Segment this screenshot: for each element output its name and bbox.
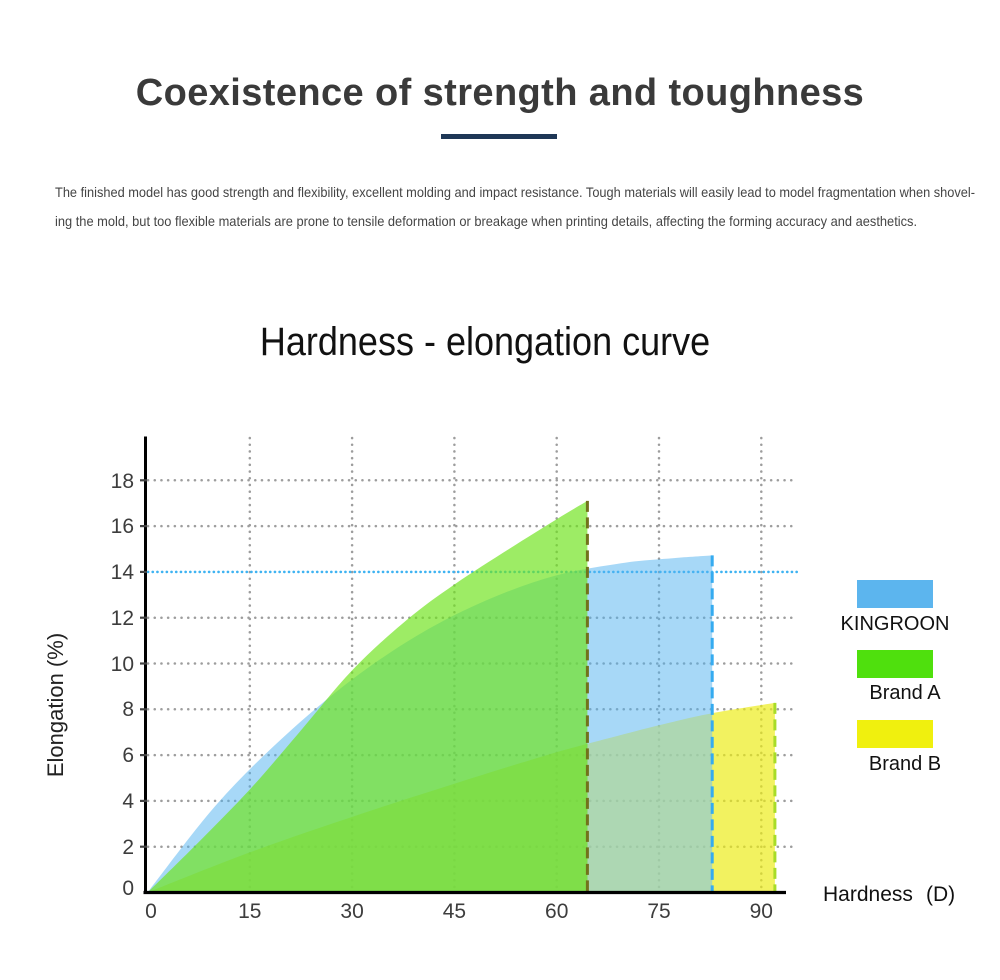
svg-text:14: 14: [111, 561, 135, 584]
svg-text:6: 6: [122, 744, 134, 767]
svg-text:4: 4: [122, 790, 134, 813]
svg-text:30: 30: [340, 900, 363, 923]
svg-text:Brand B: Brand B: [869, 753, 941, 775]
svg-text:Hardness: Hardness: [823, 883, 913, 906]
svg-text:KINGROON: KINGROON: [841, 613, 950, 635]
svg-text:Elongation (%): Elongation (%): [43, 633, 68, 777]
svg-text:2: 2: [122, 836, 134, 859]
svg-text:45: 45: [443, 900, 466, 923]
svg-text:15: 15: [238, 900, 261, 923]
svg-text:0: 0: [145, 900, 157, 923]
svg-text:60: 60: [545, 900, 568, 923]
svg-text:16: 16: [111, 515, 134, 538]
svg-text:10: 10: [111, 653, 134, 676]
svg-text:Brand A: Brand A: [869, 682, 941, 704]
svg-text:75: 75: [647, 900, 670, 923]
svg-text:90: 90: [750, 900, 773, 923]
svg-text:0: 0: [122, 877, 134, 900]
svg-text:8: 8: [122, 698, 134, 721]
svg-text:18: 18: [111, 470, 134, 493]
svg-text:(D): (D): [926, 883, 955, 906]
svg-text:12: 12: [111, 607, 134, 630]
